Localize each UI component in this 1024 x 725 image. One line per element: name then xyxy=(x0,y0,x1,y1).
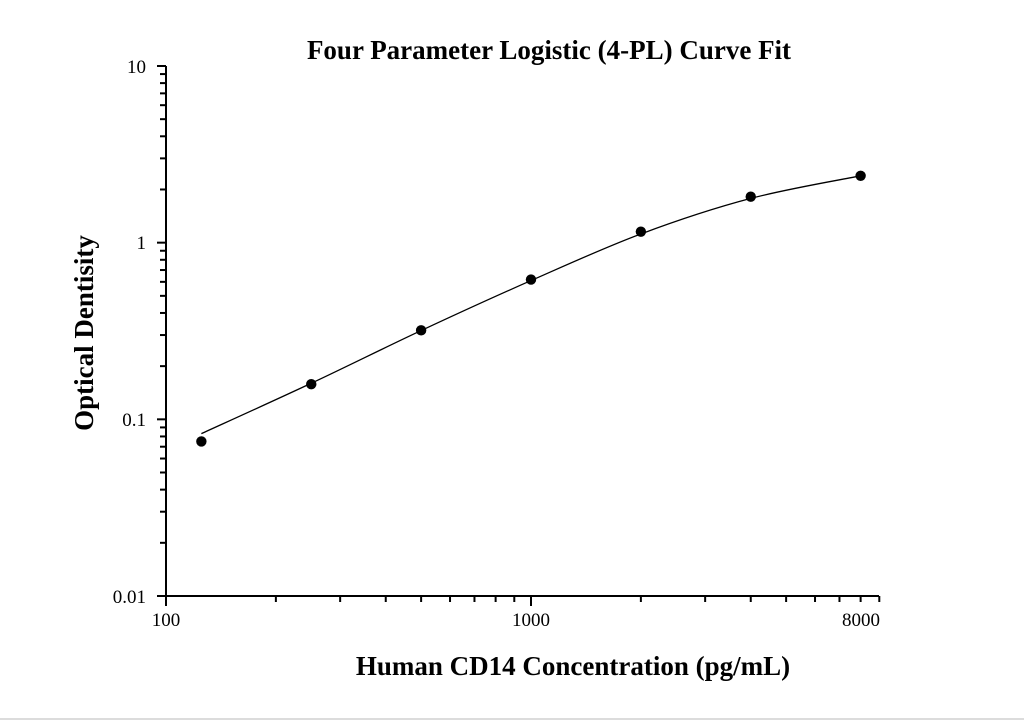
data-point xyxy=(745,191,756,202)
data-points xyxy=(196,170,866,447)
y-axis-label: Optical Dentisity xyxy=(69,235,99,431)
fit-curve-line xyxy=(201,175,861,435)
data-point xyxy=(196,436,207,447)
chart-title: Four Parameter Logistic (4-PL) Curve Fit xyxy=(307,35,791,65)
y-tick-label-0.01: 0.01 xyxy=(113,587,146,608)
x-axis-label: Human CD14 Concentration (pg/mL) xyxy=(356,651,790,681)
y-axis-ticks xyxy=(157,64,166,597)
data-point xyxy=(415,325,427,336)
x-axis-ticks xyxy=(165,596,881,606)
x-tick-label-8000: 8000 xyxy=(842,610,880,631)
x-tick-label-1000: 1000 xyxy=(512,610,550,631)
y-tick-label-0.1: 0.1 xyxy=(122,410,146,431)
y-tick-label-10: 10 xyxy=(127,57,146,78)
data-point xyxy=(855,170,866,182)
x-tick-label-100: 100 xyxy=(152,610,181,631)
data-point xyxy=(525,274,537,285)
bottom-divider xyxy=(0,718,1024,720)
y-axis xyxy=(157,64,167,597)
y-tick-label-1: 1 xyxy=(137,233,147,254)
data-point xyxy=(635,226,647,237)
data-point xyxy=(306,379,317,390)
x-axis xyxy=(165,595,881,606)
